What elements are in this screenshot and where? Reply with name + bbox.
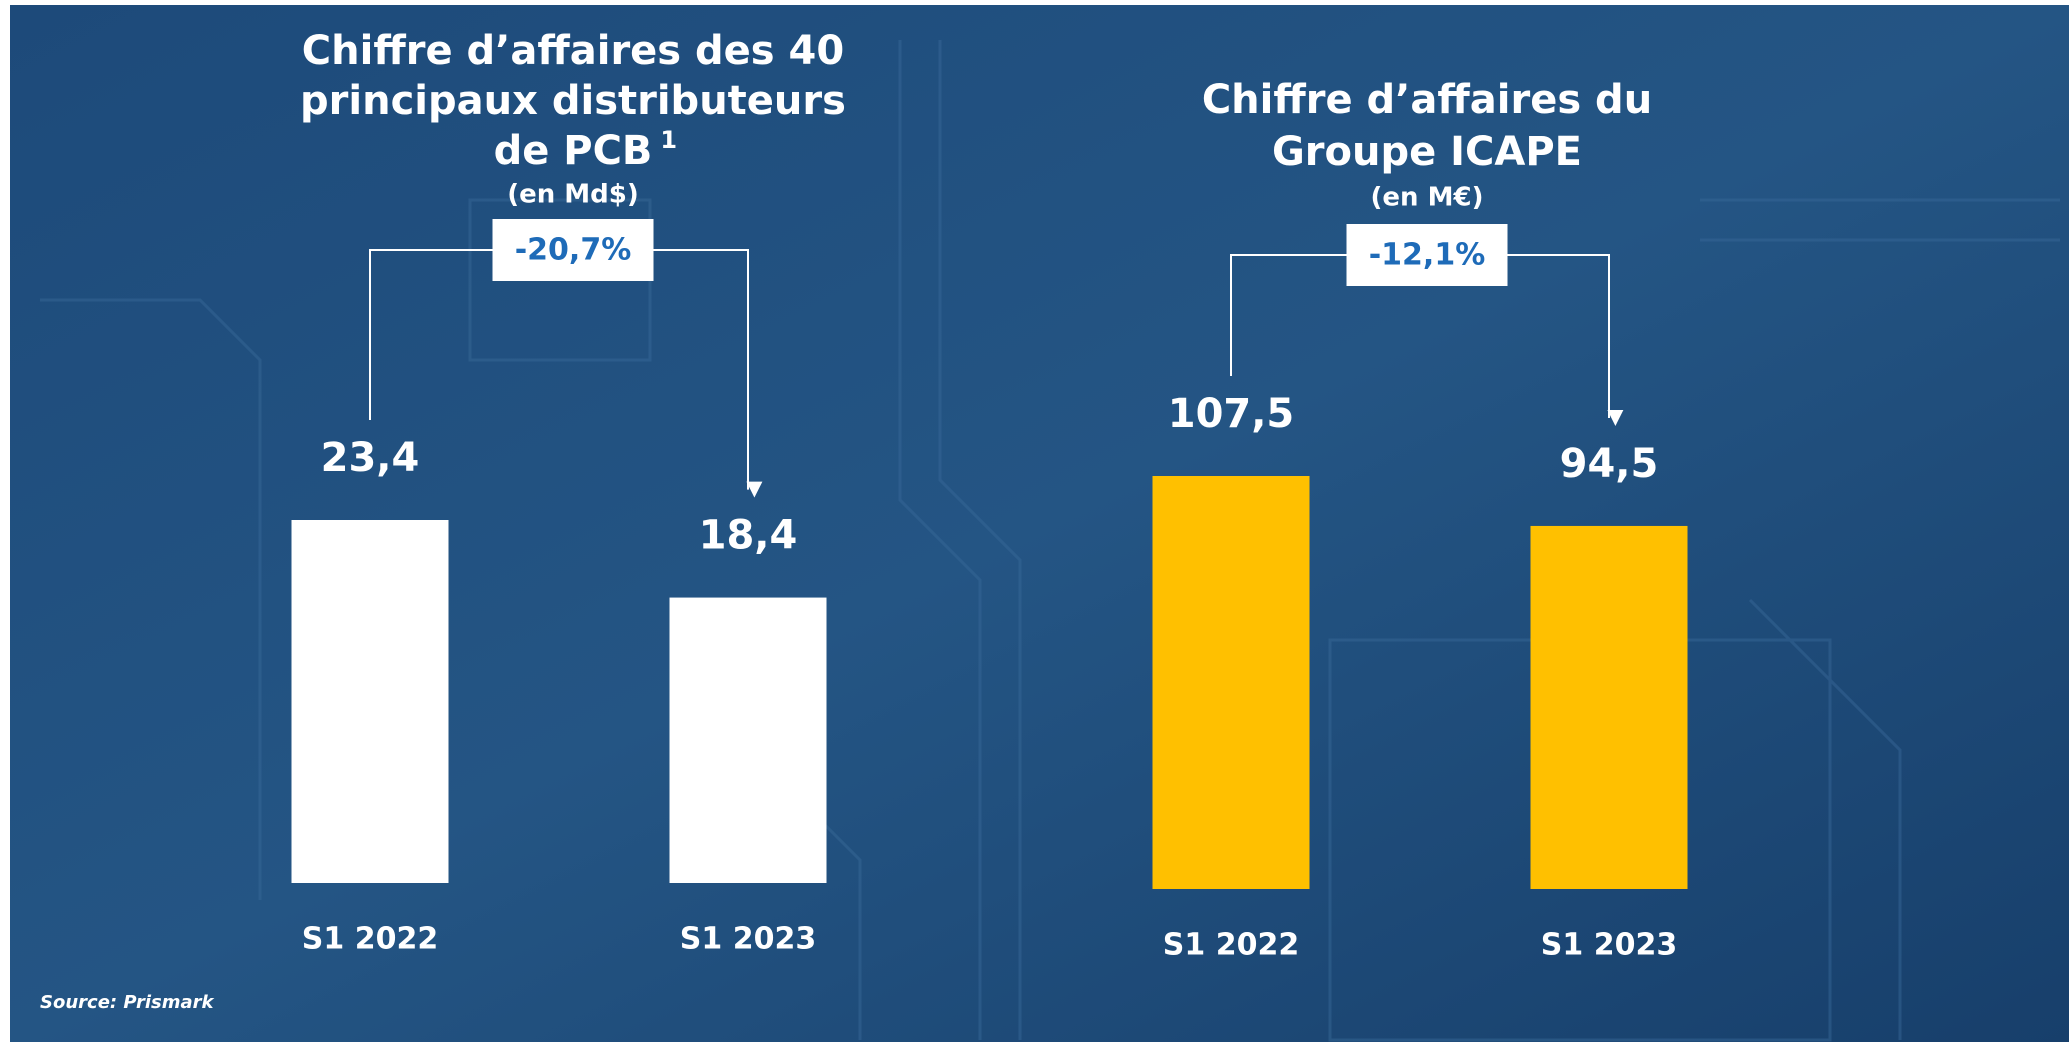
source-note: Source: Prismark	[40, 992, 215, 1013]
value-label: 18,4	[699, 513, 798, 559]
chart-title: de PCB	[494, 128, 653, 174]
chart-title: Groupe ICAPE	[1272, 129, 1582, 175]
chart-title: principaux distributeurs	[300, 78, 846, 124]
change-arrow	[653, 249, 763, 498]
x-tick-label: S1 2022	[1163, 928, 1299, 963]
chart-title: Chiffre d’affaires du	[1202, 77, 1652, 123]
value-label: 94,5	[1560, 441, 1659, 487]
bar	[669, 597, 827, 883]
change-arrow	[1507, 254, 1624, 426]
x-tick-label: S1 2023	[680, 922, 816, 957]
change-label: -12,1%	[1369, 238, 1486, 273]
chart-title: Chiffre d’affaires des 40	[302, 28, 844, 74]
bar	[1152, 476, 1310, 889]
x-tick-label: S1 2023	[1541, 928, 1677, 963]
value-label: 23,4	[321, 435, 420, 481]
change-label: -20,7%	[515, 233, 632, 268]
change-box	[492, 219, 654, 281]
chart-subtitle: (en Md$)	[507, 180, 639, 210]
value-label: 107,5	[1168, 391, 1295, 437]
bar	[291, 520, 449, 883]
title-footnote-mark: 1	[660, 126, 677, 154]
change-connector	[1230, 254, 1347, 376]
chart-subtitle: (en M€)	[1371, 183, 1484, 213]
bar	[1530, 525, 1688, 889]
change-box	[1346, 224, 1508, 286]
change-connector	[369, 249, 493, 420]
x-tick-label: S1 2022	[302, 922, 438, 957]
